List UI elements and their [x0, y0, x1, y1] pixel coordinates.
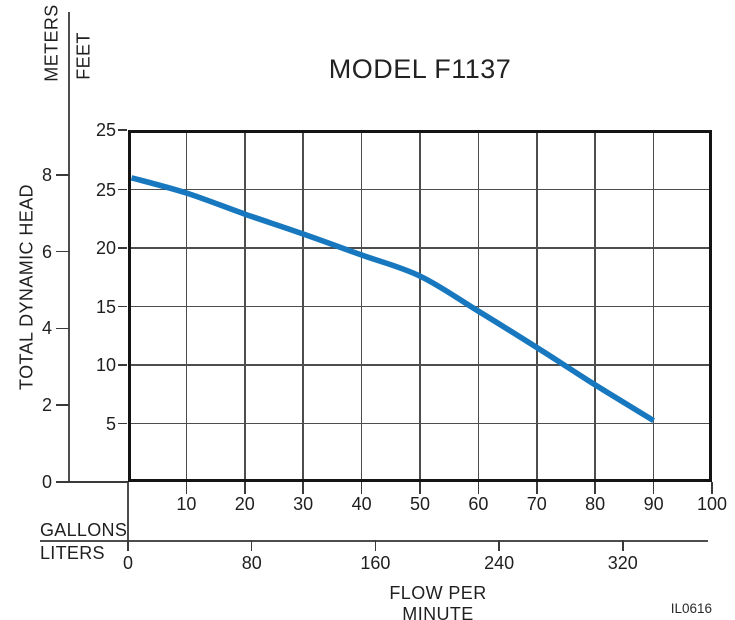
gallons-tick-label: 50 — [409, 494, 431, 514]
feet-tick-mark — [118, 364, 127, 366]
meters-tick-mark — [56, 174, 69, 176]
gallons-tick-label: 10 — [176, 494, 197, 514]
liters-tick-label: 80 — [241, 553, 262, 573]
liters-tick-label: 320 — [607, 553, 638, 573]
gallons-tick-mark — [244, 482, 246, 494]
figure-code: IL0616 — [670, 601, 712, 616]
liters-tick-label: 240 — [484, 553, 515, 573]
feet-tick-label: 15 — [95, 296, 116, 317]
feet-tick-label: 25 — [95, 120, 116, 140]
meters-tick-label: 4 — [41, 318, 52, 339]
gallons-tick-mark — [594, 482, 596, 494]
meters-tick-label: 2 — [41, 395, 52, 416]
feet-tick-mark — [118, 188, 127, 191]
meters-tick-mark — [56, 404, 69, 406]
gallons-tick-label: 60 — [468, 494, 489, 514]
gallons-tick-label: 100 — [696, 494, 728, 514]
meters-tick-label: 6 — [41, 241, 52, 262]
liters-tick-mark — [498, 540, 500, 551]
gallons-tick-mark — [536, 482, 538, 494]
meters-unit-label: METERS — [41, 4, 62, 82]
meters-tick-label: 0 — [41, 472, 52, 492]
liters-tick-mark — [250, 540, 253, 551]
meters-axis-line — [68, 12, 70, 482]
feet-tick-mark — [118, 247, 127, 249]
gallons-unit-label: GALLONS — [40, 520, 128, 540]
meters-tick-mark — [56, 481, 128, 483]
gallons-tick-label: 30 — [293, 494, 314, 514]
gallons-tick-label: 20 — [234, 494, 255, 514]
feet-gridline — [130, 422, 710, 425]
liters-tick-mark — [622, 540, 624, 551]
meters-tick-mark — [56, 327, 69, 330]
liters-tick-mark — [374, 540, 377, 551]
chart-title: MODEL F1137 — [328, 54, 512, 84]
gallons-tick-label: 90 — [643, 494, 664, 514]
liters-tick-label: 160 — [360, 553, 391, 573]
gallons-tick-mark — [711, 482, 713, 494]
gallons-tick-mark — [360, 482, 363, 494]
feet-tick-mark — [118, 305, 127, 308]
gallons-tick-mark — [302, 482, 304, 494]
feet-tick-mark — [118, 129, 127, 131]
gallons-tick-label: 80 — [585, 494, 606, 514]
feet-tick-mark — [118, 422, 127, 425]
feet-tick-label: 5 — [105, 413, 116, 434]
feet-unit-label: FEET — [73, 32, 94, 80]
meters-tick-mark — [56, 250, 69, 253]
gallons-tick-mark — [652, 482, 655, 494]
y-axis-title: TOTAL DYNAMIC HEAD — [16, 184, 37, 390]
feet-tick-label: 10 — [95, 355, 116, 375]
feet-tick-label: 20 — [95, 238, 116, 258]
plot-left-edge-extension — [127, 482, 129, 542]
plot-area-frame — [128, 130, 712, 482]
x-axis-title: FLOW PER MINUTE — [389, 583, 487, 620]
liters-tick-mark — [127, 540, 129, 551]
gallons-tick-mark — [477, 482, 480, 494]
gallons-tick-label: 40 — [351, 494, 372, 514]
liters-unit-label: LITERS — [40, 543, 105, 563]
liters-axis-line — [40, 540, 708, 542]
liters-tick-label: 0 — [122, 553, 133, 573]
feet-tick-label: 25 — [95, 179, 116, 200]
gallons-tick-label: 70 — [526, 494, 547, 514]
gallons-tick-mark — [419, 482, 421, 494]
meters-tick-label: 8 — [41, 164, 52, 185]
gallons-tick-mark — [185, 482, 188, 494]
